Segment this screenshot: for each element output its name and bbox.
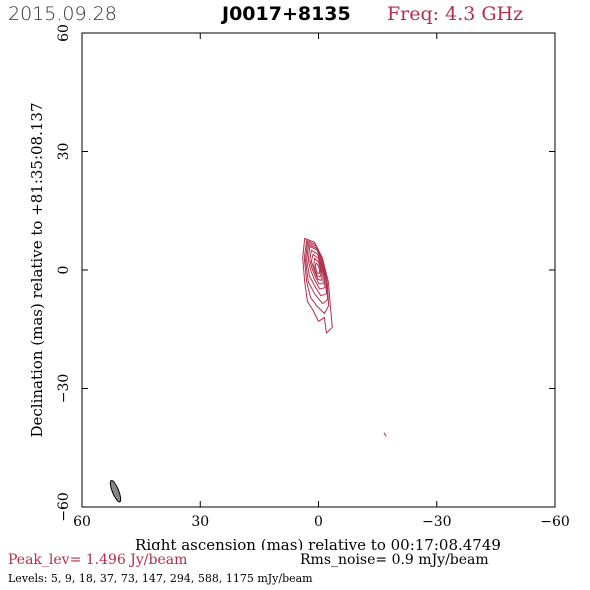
x-axis-title: Right ascension (mas) relative to 00:17:…	[135, 536, 501, 550]
source-name: J0017+8135	[222, 3, 351, 25]
contour-73	[307, 245, 326, 290]
plot-area: 60 30 0 −30 −60 60 30 0 −30 −60	[56, 24, 570, 530]
secondary-feature	[383, 432, 387, 437]
x-tick-label: −60	[540, 514, 570, 530]
plot-frame	[81, 32, 556, 508]
peak-level: Peak_lev= 1.496 Jy/beam	[8, 552, 188, 568]
y-tick-label: −60	[56, 492, 72, 522]
y-tick-label: 30	[56, 143, 72, 161]
frequency-label: Freq: 4.3 GHz	[387, 3, 524, 25]
contour-map: 60 30 0 −30 −60 60 30 0 −30 −60 Right ascension …	[28, 24, 570, 550]
beam-ellipse	[109, 480, 122, 503]
x-tick-label: 30	[191, 514, 209, 530]
y-tick-labels: 60 30 0 −30 −60	[56, 24, 72, 522]
x-tick-label: −30	[422, 514, 452, 530]
observation-date: 2015.09.28	[8, 3, 117, 25]
contour-588	[313, 257, 322, 278]
beam-shape	[109, 480, 122, 503]
y-tick-label: 60	[56, 24, 72, 42]
y-axis-title: Declination (mas) relative to +81:35:08.…	[28, 102, 46, 437]
axis-ticks	[81, 32, 556, 508]
contour-147	[309, 249, 324, 285]
x-tick-label: 60	[73, 514, 91, 530]
y-tick-label: 0	[56, 266, 72, 275]
y-tick-label: −30	[56, 374, 72, 404]
contour-294	[310, 253, 323, 281]
contour-lines	[302, 237, 387, 437]
x-tick-labels: 60 30 0 −30 −60	[73, 514, 570, 530]
contour-1175	[314, 262, 321, 275]
rms-noise: Rms_noise= 0.9 mJy/beam	[300, 552, 489, 568]
x-tick-label: 0	[314, 514, 323, 530]
contour-levels: Levels: 5, 9, 18, 37, 73, 147, 294, 588,…	[8, 572, 313, 585]
contour-9	[303, 239, 330, 314]
